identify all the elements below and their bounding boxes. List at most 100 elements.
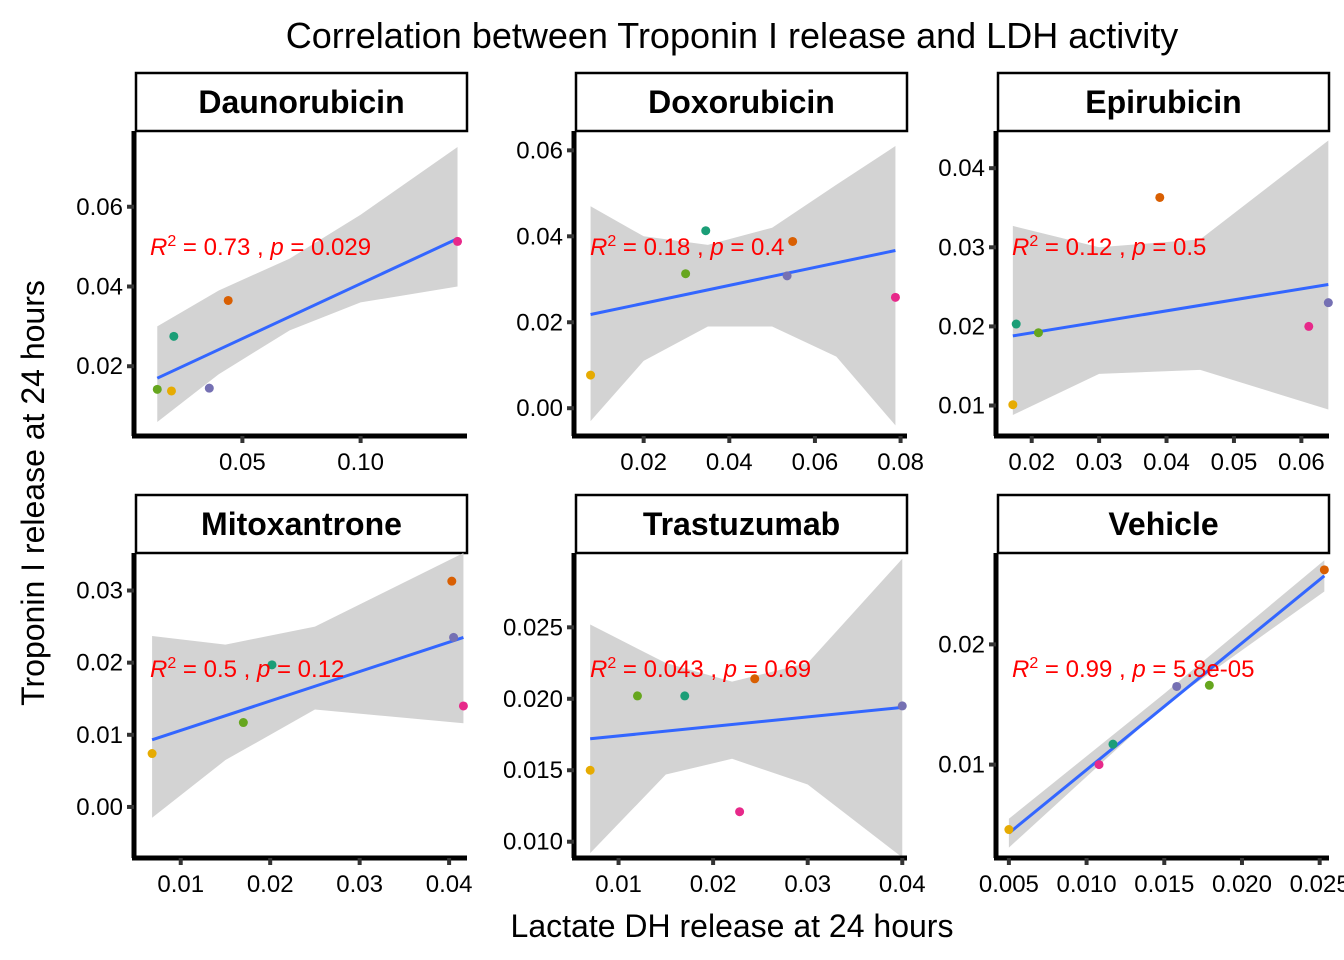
regression-line bbox=[590, 249, 896, 316]
data-point bbox=[897, 701, 907, 711]
data-point bbox=[586, 370, 596, 380]
data-point bbox=[1033, 328, 1043, 338]
data-point bbox=[453, 236, 463, 246]
data-point bbox=[458, 701, 468, 711]
r2-value: = 0.043 , bbox=[616, 656, 723, 683]
data-point bbox=[1319, 565, 1329, 575]
y-tick-label: 0.02 bbox=[938, 313, 985, 340]
r2-superscript: 2 bbox=[1029, 233, 1038, 250]
x-tick-label: 0.03 bbox=[1076, 449, 1123, 476]
data-point bbox=[701, 226, 711, 236]
p-value: = 0.029 bbox=[284, 234, 371, 261]
x-tick-label: 0.020 bbox=[1212, 871, 1272, 898]
r2-symbol: R bbox=[1012, 234, 1029, 261]
x-tick-label: 0.10 bbox=[337, 449, 384, 476]
y-tick-label: 0.04 bbox=[516, 223, 563, 250]
data-point bbox=[681, 269, 691, 279]
x-tick-label: 0.08 bbox=[877, 449, 924, 476]
data-point bbox=[1304, 321, 1314, 331]
p-value: = 0.12 bbox=[270, 656, 344, 683]
x-tick-label: 0.025 bbox=[1290, 871, 1344, 898]
y-tick-label: 0.015 bbox=[503, 757, 563, 784]
regression-line bbox=[1007, 574, 1326, 835]
data-point bbox=[267, 660, 277, 670]
r2-superscript: 2 bbox=[607, 233, 616, 250]
r2-value: = 0.73 , bbox=[176, 234, 270, 261]
p-symbol: p bbox=[1131, 234, 1145, 261]
strip-box bbox=[134, 493, 469, 555]
stat-annotation: R2 = 0.18 , p = 0.4 bbox=[590, 233, 784, 261]
y-tick-label: 0.010 bbox=[503, 829, 563, 856]
x-tick-label: 0.04 bbox=[1143, 449, 1190, 476]
data-point bbox=[890, 292, 900, 302]
data-point bbox=[1172, 681, 1182, 691]
data-point bbox=[449, 632, 459, 642]
y-tick-label: 0.02 bbox=[938, 631, 985, 658]
x-tick-label: 0.02 bbox=[1008, 449, 1055, 476]
y-axis-title: Troponin I release at 24 hours bbox=[15, 280, 51, 706]
y-tick-label: 0.01 bbox=[938, 393, 985, 420]
y-tick-label: 0.06 bbox=[516, 137, 563, 164]
x-tick-label: 0.05 bbox=[219, 449, 266, 476]
p-symbol: p bbox=[269, 234, 283, 261]
p-value: = 5.8e-05 bbox=[1146, 656, 1255, 683]
data-point bbox=[1094, 760, 1104, 770]
confidence-band bbox=[590, 146, 896, 426]
y-tick-label: 0.020 bbox=[503, 686, 563, 713]
data-point bbox=[782, 271, 792, 281]
p-symbol: p bbox=[1131, 656, 1145, 683]
data-point bbox=[1323, 298, 1333, 308]
y-tick-label: 0.03 bbox=[76, 578, 123, 605]
data-point bbox=[1204, 680, 1214, 690]
r2-superscript: 2 bbox=[607, 655, 616, 672]
regression-line bbox=[590, 705, 903, 741]
stat-annotation: R2 = 0.5 , p = 0.12 bbox=[150, 655, 344, 683]
strip-box bbox=[996, 493, 1331, 555]
strip-box bbox=[134, 71, 469, 133]
x-tick-label: 0.06 bbox=[1278, 449, 1325, 476]
panel-vehicle: Vehicle R2 = 0.99 , p = 5.8e-05 0.01 0.02 0.… bbox=[938, 493, 1344, 898]
strip-box bbox=[574, 71, 909, 133]
data-point bbox=[1108, 739, 1118, 749]
strip-label: Vehicle bbox=[1108, 506, 1218, 542]
data-point bbox=[788, 236, 798, 246]
r2-value: = 0.12 , bbox=[1038, 234, 1132, 261]
stat-annotation: R2 = 0.73 , p = 0.029 bbox=[150, 233, 371, 261]
x-tick-label: 0.03 bbox=[784, 871, 831, 898]
data-point bbox=[750, 674, 760, 684]
y-tick-label: 0.01 bbox=[76, 722, 123, 749]
r2-value: = 0.5 , bbox=[176, 656, 257, 683]
r2-symbol: R bbox=[1012, 656, 1029, 683]
data-point bbox=[238, 718, 248, 728]
x-tick-label: 0.04 bbox=[706, 449, 753, 476]
data-point bbox=[1008, 400, 1018, 410]
data-point bbox=[1004, 825, 1014, 835]
strip-box bbox=[996, 71, 1331, 133]
x-tick-label: 0.02 bbox=[690, 871, 737, 898]
p-value: = 0.5 bbox=[1146, 234, 1207, 261]
confidence-band bbox=[590, 558, 903, 858]
strip-label: Doxorubicin bbox=[648, 84, 835, 120]
data-point bbox=[680, 691, 690, 701]
strip-box bbox=[574, 493, 909, 555]
y-tick-label: 0.00 bbox=[76, 794, 123, 821]
r2-symbol: R bbox=[150, 234, 167, 261]
figure-title: Correlation between Troponin I release a… bbox=[286, 15, 1178, 56]
data-point bbox=[735, 807, 745, 817]
x-tick-label: 0.01 bbox=[157, 871, 204, 898]
panel-trastuzumab: Trastuzumab R2 = 0.043 , p = 0.69 0.010 0.0… bbox=[503, 493, 926, 898]
r2-superscript: 2 bbox=[167, 233, 176, 250]
y-tick-label: 0.02 bbox=[516, 309, 563, 336]
r2-value: = 0.18 , bbox=[616, 234, 710, 261]
y-tick-label: 0.04 bbox=[938, 155, 985, 182]
data-point bbox=[223, 295, 233, 305]
regression-line bbox=[1012, 282, 1329, 338]
stat-annotation: R2 = 0.043 , p = 0.69 bbox=[590, 655, 811, 683]
data-point bbox=[585, 765, 595, 775]
x-tick-label: 0.005 bbox=[979, 871, 1039, 898]
data-point bbox=[147, 749, 157, 759]
r2-superscript: 2 bbox=[167, 655, 176, 672]
confidence-band bbox=[152, 553, 464, 818]
r2-superscript: 2 bbox=[1029, 655, 1038, 672]
